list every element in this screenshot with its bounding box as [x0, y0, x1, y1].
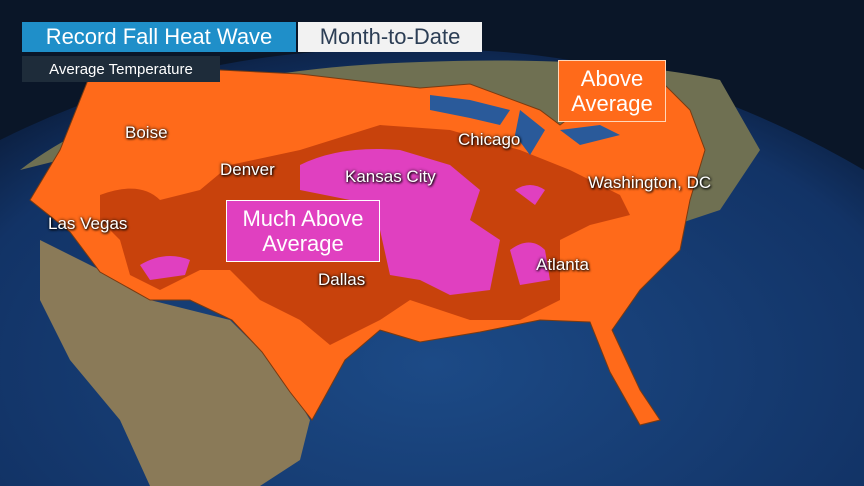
title: Record Fall Heat Wave: [22, 22, 296, 52]
city-label: Chicago: [458, 130, 521, 149]
city-label: Denver: [220, 160, 275, 179]
great-lakes: [430, 95, 620, 155]
tag: Month-to-Date: [298, 22, 482, 52]
legend-label: Above Average: [558, 60, 666, 122]
much-above-region: [300, 149, 500, 295]
legend-label: Much Above Average: [226, 200, 380, 262]
city-label: Dallas: [318, 270, 366, 289]
city-label: Washington, DC: [588, 173, 712, 192]
city-label: Kansas City: [345, 167, 436, 186]
much-above-region: [140, 256, 190, 280]
subtitle: Average Temperature: [22, 56, 220, 82]
much-above-region: [510, 242, 550, 285]
mexico: [40, 240, 310, 486]
city-label: Las Vegas: [48, 214, 128, 233]
city-label: Atlanta: [536, 255, 589, 274]
much-above-region: [515, 185, 545, 205]
city-label: Boise: [125, 123, 168, 142]
